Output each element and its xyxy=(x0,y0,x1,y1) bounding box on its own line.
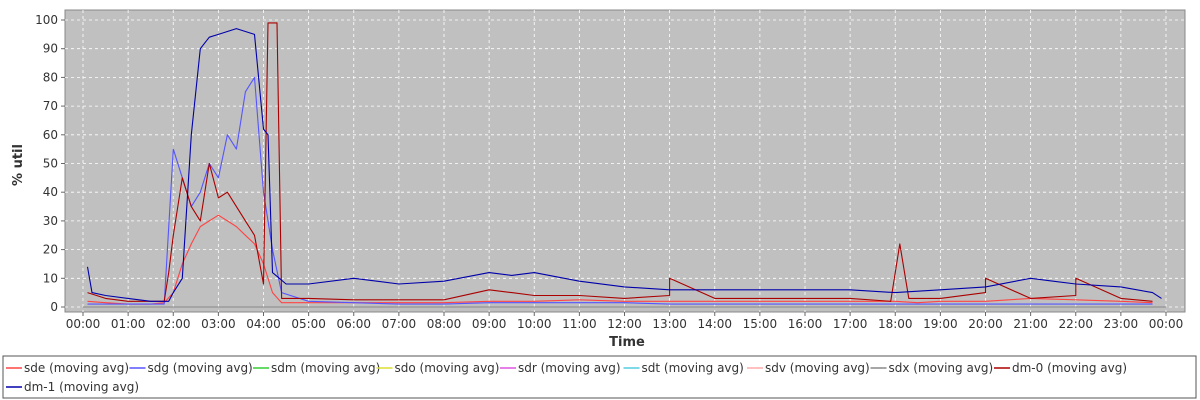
x-tick-label: 08:00 xyxy=(427,317,462,331)
legend-label: sdg (moving avg) xyxy=(148,361,253,375)
y-tick-label: 70 xyxy=(43,99,58,113)
y-tick-label: 50 xyxy=(43,157,58,171)
x-tick-label: 22:00 xyxy=(1058,317,1093,331)
legend-label: sdm (moving avg) xyxy=(271,361,380,375)
x-tick-label: 10:00 xyxy=(517,317,552,331)
plot-background xyxy=(64,9,1186,313)
x-tick-label: 12:00 xyxy=(607,317,642,331)
x-tick-label: 09:00 xyxy=(472,317,507,331)
x-tick-label: 11:00 xyxy=(562,317,597,331)
x-tick-label: 13:00 xyxy=(652,317,687,331)
x-tick-label: 19:00 xyxy=(923,317,958,331)
series-line-8 xyxy=(87,22,1153,302)
y-tick-label: 80 xyxy=(43,70,58,84)
x-tick-label: 17:00 xyxy=(833,317,868,331)
legend-label: sde (moving avg) xyxy=(24,361,129,375)
x-axis: 00:00 01:00 02:00 03:00 04:00 05:00 06:00 07:00… xyxy=(66,312,1184,331)
x-tick-label: 03:00 xyxy=(201,317,236,331)
x-tick-label: 15:00 xyxy=(743,317,778,331)
x-tick-label: 05:00 xyxy=(291,317,326,331)
x-tick-label: 23:00 xyxy=(1104,317,1139,331)
legend-label: dm-0 (moving avg) xyxy=(1012,361,1127,375)
series-line-1 xyxy=(87,76,1153,305)
y-tick-label: 90 xyxy=(43,42,58,56)
x-tick-label: 21:00 xyxy=(1013,317,1048,331)
x-tick-label: 01:00 xyxy=(111,317,146,331)
legend-label: sdo (moving avg) xyxy=(395,361,500,375)
x-tick-label: 02:00 xyxy=(156,317,191,331)
x-tick-label: 14:00 xyxy=(697,317,732,331)
series-line-9 xyxy=(86,28,1162,302)
legend: sde (moving avg) sdg (moving avg) sdm (mov… xyxy=(2,355,1197,399)
series-lines xyxy=(83,22,1166,308)
x-tick-label: 16:00 xyxy=(788,317,823,331)
x-tick-label: 00:00 xyxy=(1149,317,1184,331)
y-tick-label: 0 xyxy=(50,300,58,314)
x-tick-label: 04:00 xyxy=(246,317,281,331)
x-tick-label: 07:00 xyxy=(382,317,417,331)
y-axis-title: % util xyxy=(11,144,26,186)
x-tick-label: 06:00 xyxy=(336,317,371,331)
legend-box xyxy=(2,355,1197,399)
x-tick-label: 00:00 xyxy=(66,317,101,331)
y-tick-label: 100 xyxy=(35,13,58,27)
y-tick-label: 10 xyxy=(43,271,58,285)
y-tick-label: 20 xyxy=(43,243,58,257)
legend-label: sdt (moving avg) xyxy=(642,361,744,375)
legend-label: dm-1 (moving avg) xyxy=(24,380,139,394)
legend-label: sdv (moving avg) xyxy=(765,361,870,375)
y-axis: 0 10 20 30 40 50 60 70 80 90 100 xyxy=(35,13,65,314)
legend-label: sdx (moving avg) xyxy=(889,361,994,375)
y-tick-label: 60 xyxy=(43,128,58,142)
y-tick-label: 30 xyxy=(43,214,58,228)
x-axis-title: Time xyxy=(609,335,645,350)
x-tick-label: 18:00 xyxy=(878,317,913,331)
x-tick-label: 20:00 xyxy=(968,317,1003,331)
plot-area xyxy=(64,9,1186,313)
y-tick-label: 40 xyxy=(43,185,58,199)
legend-label: sdr (moving avg) xyxy=(518,361,621,375)
